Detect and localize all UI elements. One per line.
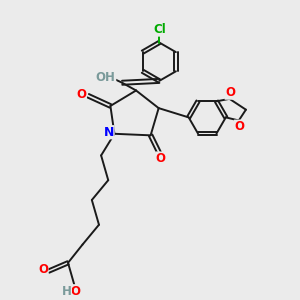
Text: O: O bbox=[38, 263, 48, 276]
Text: O: O bbox=[71, 285, 81, 298]
Text: O: O bbox=[76, 88, 86, 101]
Text: Cl: Cl bbox=[153, 23, 166, 36]
Text: O: O bbox=[234, 120, 244, 133]
Text: O: O bbox=[156, 152, 166, 165]
Text: H: H bbox=[61, 285, 71, 298]
Text: N: N bbox=[104, 126, 114, 139]
Text: OH: OH bbox=[96, 71, 116, 84]
Text: O: O bbox=[225, 86, 235, 99]
